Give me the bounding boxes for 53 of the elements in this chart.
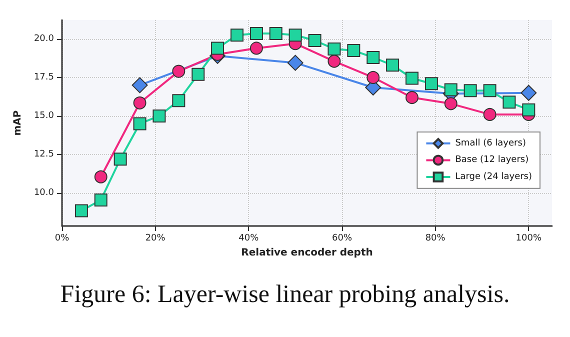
point bbox=[94, 170, 108, 184]
point bbox=[444, 83, 458, 96]
y-axis-title: mAP bbox=[12, 110, 24, 136]
x-axis-title: Relative encoder depth bbox=[241, 247, 373, 258]
point bbox=[444, 97, 458, 110]
point bbox=[74, 204, 88, 218]
point bbox=[250, 42, 263, 55]
point bbox=[269, 27, 282, 40]
point bbox=[347, 44, 360, 58]
legend-label: Base (12 layers) bbox=[455, 155, 529, 166]
point bbox=[483, 84, 496, 98]
point bbox=[502, 96, 516, 109]
y-tick-label: 15.0 bbox=[34, 110, 54, 121]
point bbox=[386, 58, 400, 72]
y-tick-label: 12.5 bbox=[34, 150, 54, 160]
y-tick-label: 17.5 bbox=[34, 72, 54, 82]
point bbox=[133, 96, 146, 110]
y-tick-label: 20.0 bbox=[34, 34, 54, 44]
point bbox=[152, 109, 166, 122]
x-tick-label: 100% bbox=[516, 234, 542, 244]
point bbox=[366, 50, 380, 64]
point bbox=[328, 42, 341, 56]
caption: Figure 6: Layer-wise linear probing analysis. bbox=[60, 281, 510, 308]
point bbox=[520, 84, 537, 101]
point bbox=[483, 108, 496, 121]
point bbox=[424, 77, 438, 90]
point bbox=[172, 64, 186, 78]
y-tick-label: 10.0 bbox=[34, 188, 54, 198]
point bbox=[308, 34, 322, 47]
point bbox=[288, 28, 302, 42]
point bbox=[328, 54, 341, 68]
x-tick-label: 20% bbox=[145, 234, 166, 244]
point bbox=[114, 152, 127, 166]
legend-label: Small (6 layers) bbox=[455, 138, 526, 148]
point bbox=[406, 91, 418, 104]
point bbox=[211, 42, 224, 55]
point bbox=[192, 68, 205, 81]
point bbox=[250, 27, 263, 40]
point bbox=[133, 117, 146, 130]
x-tick-label: 60% bbox=[332, 234, 352, 244]
point bbox=[287, 54, 304, 71]
point bbox=[230, 28, 244, 42]
point bbox=[406, 72, 418, 85]
x-tick-label: 80% bbox=[425, 234, 446, 244]
legend-label: Large (24 layers) bbox=[455, 172, 532, 182]
point bbox=[522, 103, 536, 116]
point bbox=[94, 193, 108, 206]
point bbox=[132, 77, 148, 94]
x-tick-label: 40% bbox=[238, 234, 260, 244]
point bbox=[366, 70, 380, 84]
x-tick-label: 0% bbox=[54, 234, 70, 244]
point bbox=[464, 84, 477, 98]
point bbox=[172, 94, 186, 108]
